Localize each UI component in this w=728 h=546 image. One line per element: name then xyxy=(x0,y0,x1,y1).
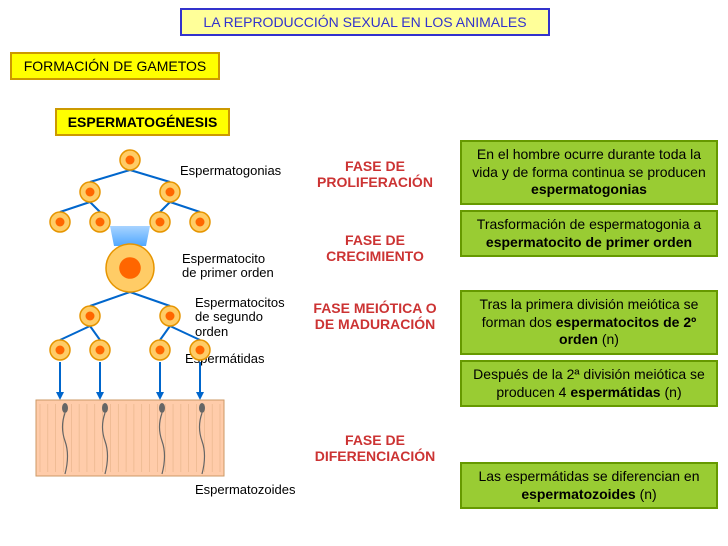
description-meiotic-1: Tras la primera división meiótica se for… xyxy=(460,290,718,355)
description-differentiation: Las espermátidas se diferencian en esper… xyxy=(460,462,718,509)
main-title: LA REPRODUCCIÓN SEXUAL EN LOS ANIMALES xyxy=(180,8,550,36)
description-growth: Trasformación de espermatogonia a esperm… xyxy=(460,210,718,257)
subtitle-box: FORMACIÓN DE GAMETOS xyxy=(10,52,220,80)
phase-label-proliferation: FASE DE PROLIFERACIÓN xyxy=(300,158,450,190)
spermatogenesis-diagram xyxy=(30,140,250,525)
process-name-text: ESPERMATOGÉNESIS xyxy=(68,114,218,130)
description-proliferation: En el hombre ocurre durante toda la vida… xyxy=(460,140,718,205)
main-title-text: LA REPRODUCCIÓN SEXUAL EN LOS ANIMALES xyxy=(203,14,526,30)
description-meiotic-2: Después de la 2ª división meiótica se pr… xyxy=(460,360,718,407)
subtitle-text: FORMACIÓN DE GAMETOS xyxy=(24,58,207,74)
process-name-box: ESPERMATOGÉNESIS xyxy=(55,108,230,136)
phase-label-meiotic: FASE MEIÓTICA O DE MADURACIÓN xyxy=(300,300,450,332)
phase-label-growth: FASE DE CRECIMIENTO xyxy=(300,232,450,264)
phase-label-differentiation: FASE DE DIFERENCIACIÓN xyxy=(300,432,450,464)
